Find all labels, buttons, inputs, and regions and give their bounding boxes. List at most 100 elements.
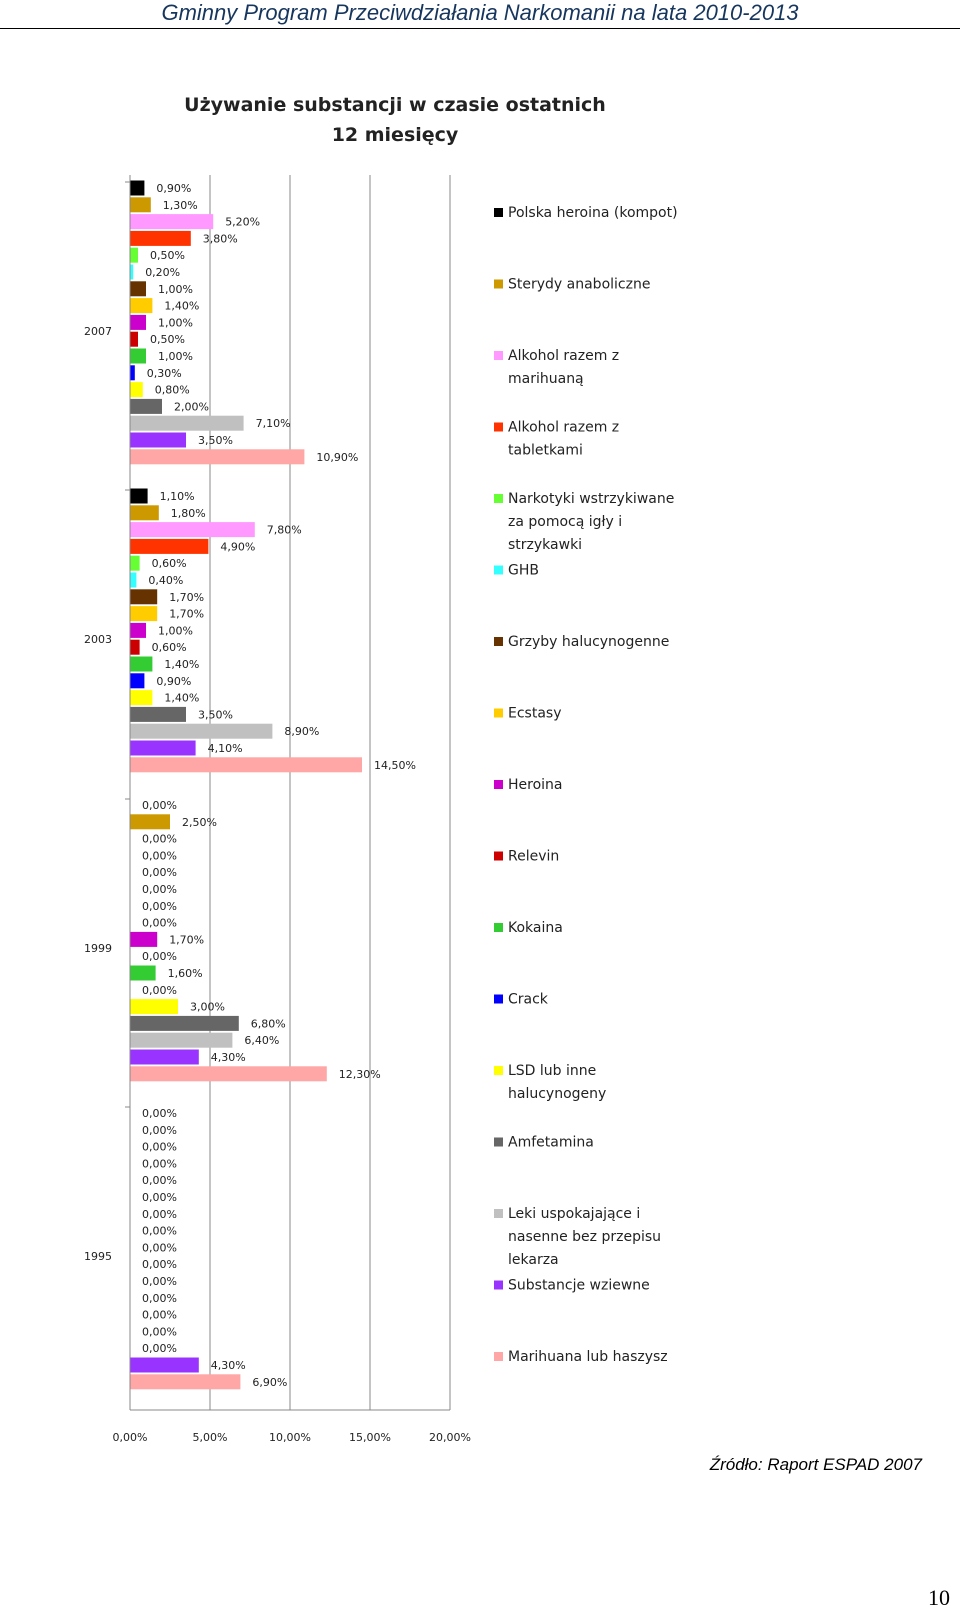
bar <box>130 656 153 672</box>
data-label: 0,00% <box>142 1174 177 1187</box>
bar <box>130 281 146 297</box>
legend-swatch <box>494 208 503 217</box>
data-label: 8,90% <box>284 725 319 738</box>
bar <box>130 555 140 571</box>
data-label: 0,00% <box>142 833 177 846</box>
data-label: 0,00% <box>142 1225 177 1238</box>
bar <box>130 606 158 622</box>
legend-swatch <box>494 565 503 575</box>
legend-label: strzykawki <box>508 537 582 553</box>
bar <box>130 572 137 588</box>
data-label: 0,90% <box>156 182 191 195</box>
bar <box>130 314 146 330</box>
data-label: 0,00% <box>142 1157 177 1170</box>
legend-swatch <box>494 1137 503 1147</box>
data-label: 0,60% <box>152 641 187 654</box>
header-title: Gminny Program Przeciwdziałania Narkoman… <box>161 0 799 25</box>
legend-swatch <box>494 851 503 861</box>
data-label: 0,00% <box>142 917 177 930</box>
data-labels: 0,90% 1,30% 5,20% 3,80% 0,50% 0,20% 1,00% 1,40%… <box>142 182 416 1389</box>
legend-label: Alkohol razem z <box>508 348 619 364</box>
legend-label: Substancje wziewne <box>508 1278 650 1294</box>
legend-label: Relevin <box>508 849 559 865</box>
bar <box>130 180 145 196</box>
data-label: 1,30% <box>163 199 198 212</box>
y-group-label: 2007 <box>84 325 112 338</box>
data-label: 0,20% <box>145 266 180 279</box>
data-label: 1,70% <box>169 591 204 604</box>
bar <box>130 214 214 230</box>
bar <box>130 365 135 381</box>
data-label: 4,30% <box>211 1359 246 1372</box>
legend-label: Heroina <box>508 777 563 793</box>
data-label: 1,40% <box>164 300 199 313</box>
bar <box>130 538 209 554</box>
legend-label: GHB <box>508 563 539 579</box>
legend-label: Leki uspokajające i <box>508 1206 640 1222</box>
data-label: 3,00% <box>190 1001 225 1014</box>
legend-swatch <box>494 351 503 360</box>
data-label: 1,60% <box>168 967 203 980</box>
bar <box>130 673 145 689</box>
legend-label: nasenne bez przepisu <box>508 1229 661 1245</box>
x-tick-label: 10,00% <box>269 1431 311 1444</box>
legend-label: Grzyby halucynogenne <box>508 634 669 650</box>
bar <box>130 1049 199 1065</box>
x-tick-label: 20,00% <box>429 1431 471 1444</box>
legend-swatch <box>494 1209 503 1218</box>
x-tick-label: 5,00% <box>193 1431 228 1444</box>
bar <box>130 999 178 1015</box>
legend-swatch <box>494 1352 503 1361</box>
legend-swatch <box>494 494 503 503</box>
legend-label: marihuaną <box>508 371 584 387</box>
bar <box>130 690 153 706</box>
data-label: 0,00% <box>142 950 177 963</box>
data-label: 1,00% <box>158 283 193 296</box>
bar <box>130 639 140 655</box>
data-label: 14,50% <box>374 759 416 772</box>
bar <box>130 488 148 504</box>
data-label: 2,00% <box>174 400 209 413</box>
bar <box>130 348 146 364</box>
legend-label: Amfetamina <box>508 1135 594 1151</box>
y-group-label: 1999 <box>84 942 112 955</box>
data-label: 0,50% <box>150 333 185 346</box>
data-label: 0,00% <box>142 1309 177 1322</box>
bar <box>130 247 138 263</box>
legend-label: Crack <box>508 992 549 1008</box>
data-label: 0,00% <box>142 1141 177 1154</box>
data-label: 5,20% <box>225 216 260 229</box>
bar <box>130 382 143 398</box>
header-rule <box>0 28 960 29</box>
legend-swatch <box>494 1066 503 1075</box>
legend-label: Alkohol razem z <box>508 420 619 436</box>
data-label: 0,00% <box>142 1275 177 1288</box>
bar <box>130 757 362 773</box>
legend-label: za pomocą igły i <box>508 514 622 530</box>
bar <box>130 740 196 756</box>
data-label: 0,00% <box>142 799 177 812</box>
data-label: 0,00% <box>142 1325 177 1338</box>
bar <box>130 505 159 521</box>
legend-label: lekarza <box>508 1252 559 1268</box>
page-number: 10 <box>928 1585 950 1610</box>
data-label: 1,70% <box>169 608 204 621</box>
data-label: 3,50% <box>198 434 233 447</box>
legend-label: Marihuana lub haszysz <box>508 1349 668 1365</box>
y-group-label: 1995 <box>84 1250 112 1263</box>
bar <box>130 449 305 465</box>
data-label: 0,00% <box>142 1342 177 1355</box>
data-label: 2,50% <box>182 816 217 829</box>
bar <box>130 1066 327 1082</box>
legend-swatch <box>494 708 503 718</box>
legend-swatch <box>494 1280 503 1290</box>
x-tick-label: 15,00% <box>349 1431 391 1444</box>
legend-label: Narkotyki wstrzykiwane <box>508 491 674 507</box>
chart-title: Używanie substancji w czasie ostatnich 1… <box>130 90 660 150</box>
bar <box>130 415 244 431</box>
data-label: 4,30% <box>211 1051 246 1064</box>
data-label: 3,50% <box>198 708 233 721</box>
legend-swatch <box>494 994 503 1004</box>
legend-swatch <box>494 923 503 932</box>
data-label: 0,00% <box>142 1124 177 1137</box>
